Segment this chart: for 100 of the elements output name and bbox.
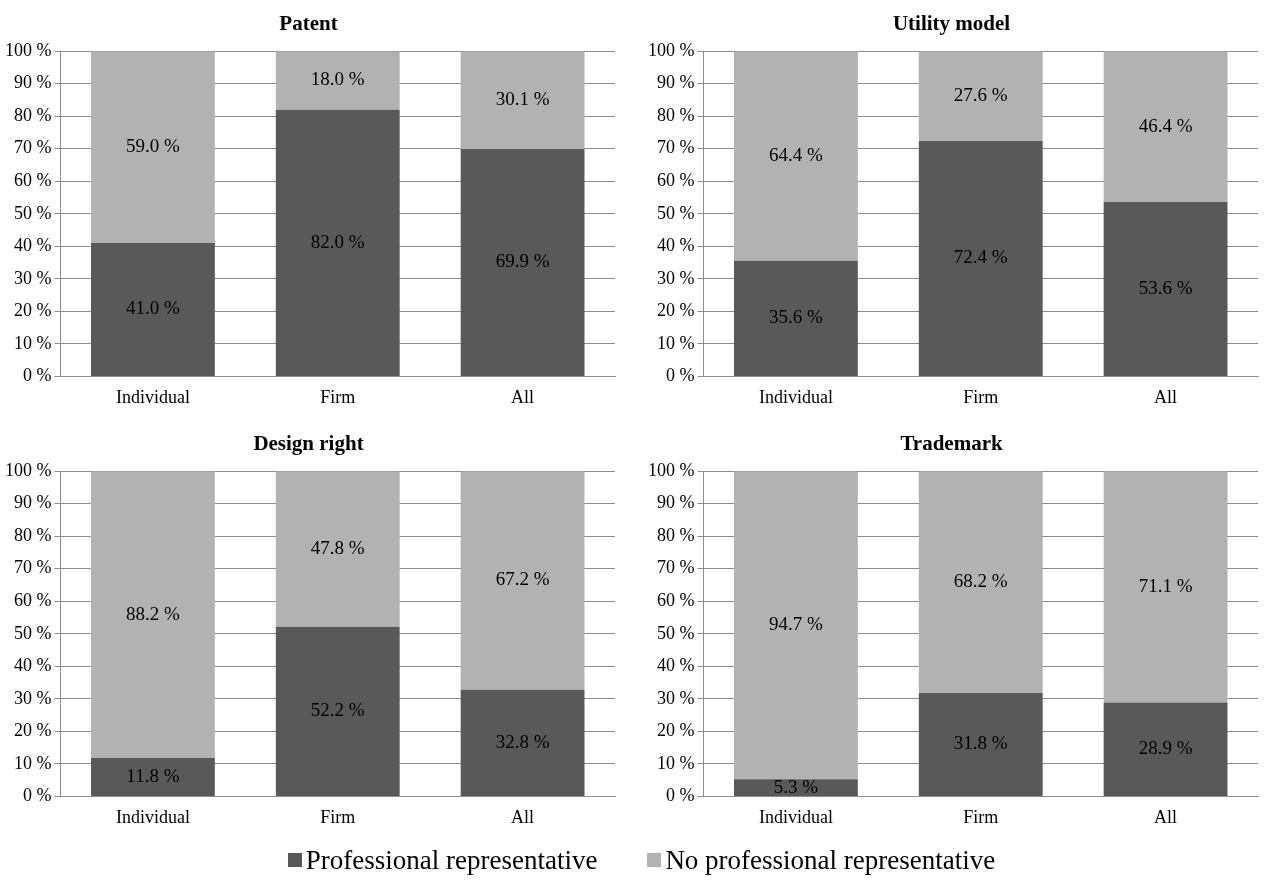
y-tick-label: 40 %: [13, 655, 52, 676]
y-tick-label: 0 %: [665, 365, 695, 386]
y-tick-label: 40 %: [13, 235, 52, 256]
y-tick-label: 80 %: [13, 104, 52, 125]
bar: [90, 471, 215, 759]
y-tick-label: 70 %: [656, 557, 695, 578]
legend-label: Professional representative: [305, 844, 598, 876]
y-tick-label: 100 %: [647, 459, 695, 480]
y-tick-label: 30 %: [656, 687, 695, 708]
bar: [733, 51, 858, 261]
y-tick-label: 0 %: [22, 365, 52, 386]
data-label: 59.0 %: [126, 135, 180, 157]
y-tick-label: 60 %: [656, 590, 695, 611]
bar: [1103, 702, 1228, 796]
y-tick-label: 20 %: [656, 720, 695, 741]
y-tick-label: 90 %: [13, 492, 52, 513]
y-tick-label: 70 %: [13, 557, 52, 578]
bar: [918, 51, 1043, 141]
bar: [918, 471, 1043, 693]
bar: [733, 260, 858, 376]
data-label: 64.4 %: [769, 143, 823, 165]
x-tick-label: Individual: [115, 386, 190, 407]
bar: [275, 626, 400, 796]
y-tick-label: 70 %: [656, 137, 695, 158]
y-tick-label: 100 %: [4, 39, 52, 60]
data-label: 30.1 %: [495, 88, 550, 110]
data-label: 46.4 %: [1138, 114, 1193, 136]
bar: [90, 51, 215, 244]
bar: [1103, 202, 1228, 376]
data-label: 53.6 %: [1138, 276, 1193, 298]
y-tick-label: 30 %: [13, 267, 52, 288]
y-tick-label: 90 %: [656, 492, 695, 513]
x-tick-label: All: [1154, 386, 1178, 407]
y-tick-label: 30 %: [656, 267, 695, 288]
y-tick-label: 60 %: [656, 170, 695, 191]
data-label: 94.7 %: [769, 613, 823, 635]
data-label: 41.0 %: [126, 297, 180, 319]
data-label: 11.8 %: [126, 764, 180, 786]
bar: [1103, 471, 1228, 703]
y-tick-label: 100 %: [647, 39, 695, 60]
data-label: 72.4 %: [953, 246, 1008, 268]
y-tick-label: 90 %: [656, 72, 695, 93]
data-label: 31.8 %: [953, 732, 1008, 754]
data-label: 67.2 %: [495, 568, 550, 590]
x-tick-label: All: [511, 386, 535, 407]
bar: [918, 140, 1043, 376]
x-tick-label: Firm: [963, 386, 999, 407]
x-tick-label: Firm: [963, 806, 999, 827]
data-label: 52.2 %: [310, 699, 365, 721]
y-tick-label: 20 %: [13, 300, 52, 321]
bar: [1103, 51, 1228, 203]
x-tick-label: Firm: [320, 386, 356, 407]
chart-title: Design right: [253, 431, 364, 456]
y-tick-label: 100 %: [4, 459, 52, 480]
data-label: 68.2 %: [953, 570, 1008, 592]
data-label: 5.3 %: [773, 775, 819, 797]
bar: [733, 779, 858, 796]
y-tick-label: 10 %: [656, 332, 695, 353]
data-label: 32.8 %: [495, 730, 550, 752]
data-label: 88.2 %: [126, 602, 180, 624]
data-label: 47.8 %: [310, 536, 365, 558]
y-tick-label: 40 %: [656, 655, 695, 676]
y-tick-label: 80 %: [656, 104, 695, 125]
data-label: 35.6 %: [769, 306, 823, 328]
y-tick-label: 10 %: [656, 752, 695, 773]
x-tick-label: Individual: [758, 806, 833, 827]
y-tick-label: 60 %: [13, 170, 52, 191]
data-label: 82.0 %: [310, 230, 365, 252]
bar: [733, 471, 858, 780]
bar: [90, 243, 215, 376]
data-label: 27.6 %: [953, 84, 1008, 106]
y-tick-label: 10 %: [13, 752, 52, 773]
y-tick-label: 50 %: [13, 202, 52, 223]
y-tick-label: 80 %: [13, 524, 52, 545]
x-tick-label: Individual: [115, 806, 190, 827]
bar: [460, 149, 585, 376]
y-tick-label: 70 %: [13, 137, 52, 158]
data-label: 71.1 %: [1138, 574, 1193, 596]
y-tick-label: 30 %: [13, 687, 52, 708]
x-tick-label: Firm: [320, 806, 356, 827]
x-tick-label: All: [511, 806, 535, 827]
y-tick-label: 90 %: [13, 72, 52, 93]
bar: [460, 689, 585, 796]
y-tick-label: 10 %: [13, 332, 52, 353]
y-tick-label: 80 %: [656, 524, 695, 545]
chart-title: Trademark: [900, 431, 1003, 456]
y-tick-label: 20 %: [13, 720, 52, 741]
data-label: 18.0 %: [310, 68, 365, 90]
data-label: 69.9 %: [495, 250, 550, 272]
bar: [918, 692, 1043, 796]
bar: [275, 51, 400, 110]
chart-title: Utility model: [892, 11, 1011, 36]
y-tick-label: 50 %: [656, 202, 695, 223]
y-tick-label: 0 %: [22, 785, 52, 806]
bar: [275, 109, 400, 376]
bar: [275, 471, 400, 627]
chart-title: Patent: [279, 11, 338, 36]
bar: [460, 51, 585, 150]
x-tick-label: Individual: [758, 386, 833, 407]
y-tick-label: 50 %: [13, 622, 52, 643]
